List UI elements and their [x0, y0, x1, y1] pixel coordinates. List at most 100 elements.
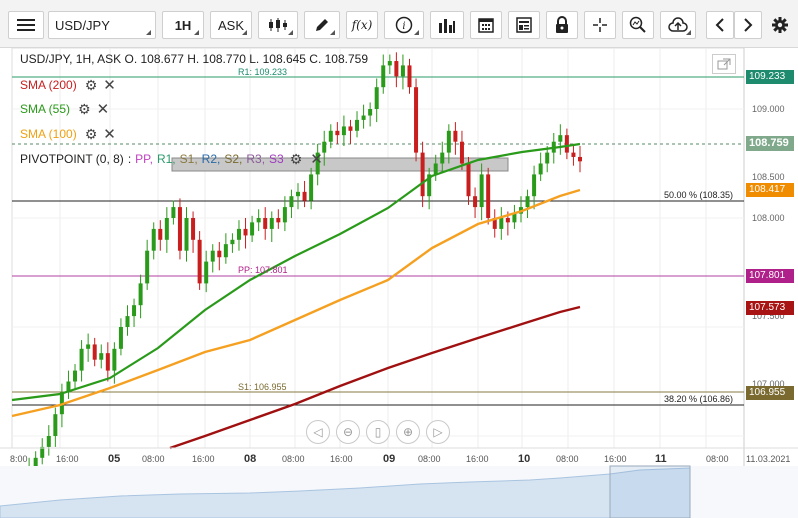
chart-area[interactable]: USD/JPY, 1H, ASK O. 108.677 H. 108.770 L… [0, 48, 798, 518]
candle-up [315, 152, 320, 175]
navigator-window [609, 465, 691, 518]
lock-icon [556, 16, 568, 33]
candle-down [486, 174, 491, 218]
price-axis-tick: 109.000 [752, 104, 785, 114]
candle-up [433, 163, 438, 175]
candle-down [276, 218, 281, 223]
magnifier-chart-icon [629, 16, 646, 33]
candle-up [289, 196, 294, 208]
candlestick-icon [269, 18, 287, 32]
candle-down [243, 228, 248, 236]
time-axis-tick: 08:00 [142, 454, 165, 464]
time-axis-tick: 11.03.2021 [746, 454, 791, 464]
candle-up [525, 196, 530, 208]
crosshair-icon [593, 18, 607, 32]
settings-button[interactable] [766, 11, 794, 39]
price-axis-tick: 107.500 [752, 311, 785, 321]
candle-up [479, 174, 484, 208]
candle-down [571, 152, 576, 157]
candle-up [138, 283, 143, 306]
fx-icon: f(x) [351, 18, 373, 32]
close-icon[interactable]: ✕ [96, 101, 110, 118]
scroll-back-button[interactable] [706, 11, 734, 39]
pan-left-button[interactable]: ◁ [306, 420, 330, 444]
candle-up [171, 207, 176, 218]
price-chart[interactable] [0, 48, 798, 518]
scroll-forward-button[interactable] [734, 11, 762, 39]
menu-button[interactable] [8, 11, 44, 39]
sma100-line [11, 188, 581, 418]
pivot-item-s1: S1, [179, 152, 198, 166]
volume-button[interactable] [430, 11, 464, 39]
gear-icon[interactable]: ⚙ [84, 76, 98, 93]
reset-view-button[interactable]: ▯ [366, 420, 390, 444]
calendar-button[interactable] [470, 11, 502, 39]
toolbar: USD/JPY 1H ASK f(x) [0, 0, 798, 48]
dropdown-corner-icon [330, 30, 335, 35]
time-axis-tick: 16:00 [330, 454, 353, 464]
upload-button[interactable] [660, 11, 696, 39]
r1-line-label: R1: 109.233 [238, 67, 288, 77]
price-type-value: ASK [217, 17, 244, 33]
crosshair-button[interactable] [584, 11, 616, 39]
indicators-button[interactable]: f(x) [346, 11, 378, 39]
candle-down [105, 353, 110, 371]
interval-select[interactable]: 1H [162, 11, 204, 39]
time-axis-tick: 08:00 [418, 454, 441, 464]
candle-up [73, 370, 78, 382]
zoom-in-button[interactable]: ⊕ [396, 420, 420, 444]
candle-down [263, 218, 268, 229]
candle-up [184, 218, 189, 251]
gear-icon[interactable]: ⚙ [289, 150, 303, 167]
candle-up [269, 218, 274, 229]
close-icon[interactable]: ✕ [310, 151, 323, 168]
dropdown-corner-icon [288, 30, 293, 35]
pan-right-button[interactable]: ▷ [426, 420, 450, 444]
close-icon[interactable]: ✕ [103, 126, 116, 143]
price-type-select[interactable]: ASK [210, 11, 252, 39]
time-axis-tick: 08:00 [706, 454, 729, 464]
gear-icon[interactable]: ⚙ [84, 125, 98, 142]
candle-down [407, 65, 412, 88]
candle-up [381, 65, 386, 88]
candle-up [204, 261, 209, 284]
candle-up [223, 244, 228, 258]
candle-up [282, 207, 287, 223]
candle-down [492, 218, 497, 229]
zoom-out-button[interactable]: ⊖ [336, 420, 360, 444]
candle-up [46, 436, 51, 447]
info-button[interactable]: i [384, 11, 424, 39]
candle-up [145, 250, 150, 284]
candle-up [512, 213, 517, 223]
symbol-select[interactable]: USD/JPY [48, 11, 156, 39]
lock-button[interactable] [546, 11, 578, 39]
time-axis-tick: 16:00 [192, 454, 215, 464]
gear-icon[interactable]: ⚙ [78, 100, 91, 117]
candle-up [545, 152, 550, 164]
sma200-line [169, 305, 581, 450]
candle-down [453, 130, 458, 142]
time-axis-tick: 16:00 [56, 454, 79, 464]
chevron-left-icon [715, 18, 724, 32]
popout-button[interactable] [712, 54, 736, 74]
indicator-label: SMA (100) [20, 127, 77, 141]
calendar-icon [478, 18, 494, 33]
candle-up [558, 135, 563, 142]
candle-up [538, 163, 543, 175]
indicator-label: SMA (55) [20, 102, 71, 116]
zoom-button[interactable] [622, 11, 654, 39]
news-button[interactable] [508, 11, 540, 39]
dropdown-corner-icon [146, 30, 151, 35]
pivot-item-r1: R1, [156, 152, 176, 166]
indicator-pivotpoint: PIVOTPOINT (0, 8) : PP, R1, S1, R2, S2, … [20, 150, 327, 169]
svg-text:i: i [402, 21, 405, 32]
time-axis-tick: 08:00 [282, 454, 305, 464]
candle-up [118, 327, 123, 349]
close-icon[interactable]: ✕ [103, 77, 116, 94]
time-axis-tick: 09 [383, 453, 396, 465]
candle-up [387, 61, 392, 66]
chart-type-button[interactable] [258, 11, 298, 39]
draw-tool-button[interactable] [304, 11, 340, 39]
pivot-item-s2: S2, [224, 152, 243, 166]
price-label-sma100: 108.417 [746, 183, 794, 197]
